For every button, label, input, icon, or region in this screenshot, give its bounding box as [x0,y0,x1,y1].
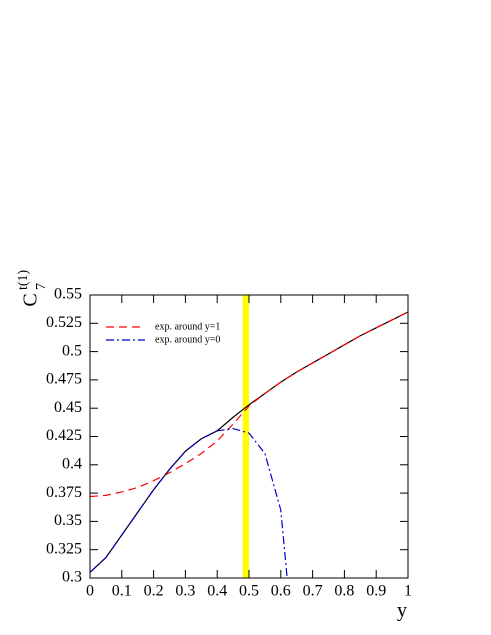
y-axis-label-sup: t(1) [16,269,31,290]
y-tick-label: 0.3 [62,569,82,586]
x-tick-label: 0.3 [175,583,195,600]
x-tick-label: 0.7 [303,583,323,600]
y-tick-label: 0.475 [46,371,82,388]
plot-frame [89,294,409,579]
x-tick-label: 1 [404,583,412,600]
y-tick-label: 0.35 [54,512,82,529]
legend-label: exp. around y=1 [155,321,220,332]
x-tick-label: 0.1 [112,583,132,600]
legend-label: exp. around y=0 [155,334,220,345]
x-tick-label: 0 [86,583,94,600]
y-tick-label: 0.525 [46,314,82,331]
y-tick-label: 0.45 [54,399,82,416]
y-tick-label: 0.425 [46,427,82,444]
y-tick-label: 0.4 [62,455,82,472]
y-axis-label-sub: 7 [34,283,49,290]
x-tick-label: 0.2 [144,583,164,600]
x-tick-label: 0.4 [207,583,227,600]
x-axis-label: y [397,600,407,622]
y-axis-label-group: C t(1) 7 [16,269,49,306]
y-tick-label: 0.5 [62,342,82,359]
y-tick-label: 0.55 [54,286,82,303]
x-tick-label: 0.5 [239,583,259,600]
y-tick-label: 0.325 [46,540,82,557]
x-tick-label: 0.8 [334,583,354,600]
y-tick-label: 0.375 [46,484,82,501]
line [89,427,288,579]
band [242,295,249,578]
x-tick-label: 0.9 [366,583,386,600]
line [89,311,409,498]
y-axis-label: C [20,293,42,306]
x-tick-label: 0.6 [271,583,291,600]
